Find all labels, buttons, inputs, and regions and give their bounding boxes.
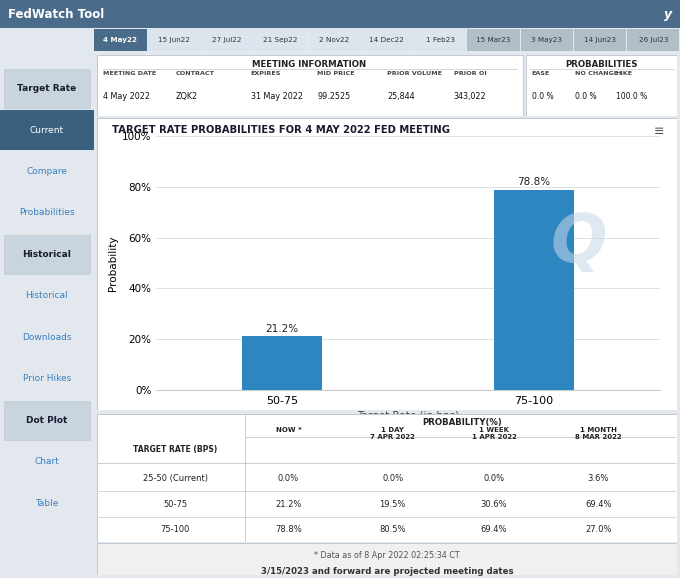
Bar: [201, 29, 253, 51]
Text: Table: Table: [35, 499, 58, 507]
Bar: [4, 401, 90, 440]
Bar: [246, 518, 336, 542]
Text: 78.8%: 78.8%: [275, 525, 302, 535]
Bar: [574, 29, 626, 51]
Bar: [246, 466, 336, 490]
Text: Q: Q: [551, 210, 607, 276]
Text: Current: Current: [30, 125, 64, 135]
Text: 0.0%: 0.0%: [278, 473, 299, 483]
Text: ≡: ≡: [653, 125, 664, 138]
Text: NO CHANGE: NO CHANGE: [575, 71, 618, 76]
Text: 1 MONTH
8 MAR 2022: 1 MONTH 8 MAR 2022: [575, 427, 622, 440]
Bar: [494, 190, 574, 390]
Bar: [254, 29, 307, 51]
Text: 100.0 %: 100.0 %: [616, 91, 647, 101]
Text: 21.2%: 21.2%: [266, 324, 299, 334]
Text: 4 May22: 4 May22: [103, 37, 137, 43]
Text: 2 Nov22: 2 Nov22: [318, 37, 349, 43]
Text: 27 Jul22: 27 Jul22: [212, 37, 242, 43]
Bar: [4, 69, 90, 108]
Bar: [0, 110, 94, 150]
Bar: [521, 29, 573, 51]
Text: 15 Mar23: 15 Mar23: [476, 37, 511, 43]
Text: Historical: Historical: [26, 291, 68, 301]
Text: Historical: Historical: [22, 250, 71, 259]
Text: EASE: EASE: [532, 71, 550, 76]
Y-axis label: Probability: Probability: [108, 235, 118, 291]
Text: 75-100: 75-100: [160, 525, 190, 535]
Bar: [361, 29, 413, 51]
Text: 31 May 2022: 31 May 2022: [251, 91, 303, 101]
Text: MID PRICE: MID PRICE: [318, 71, 355, 76]
Text: 21.2%: 21.2%: [275, 500, 302, 509]
Text: 19.5%: 19.5%: [379, 500, 406, 509]
Text: NOW *: NOW *: [275, 427, 301, 433]
Text: 25-50 (Current): 25-50 (Current): [143, 473, 208, 483]
Text: 14 Jun23: 14 Jun23: [584, 37, 616, 43]
Text: 343,022: 343,022: [454, 91, 486, 101]
X-axis label: Target Rate (in bps): Target Rate (in bps): [357, 412, 459, 421]
Text: 3/15/2023 and forward are projected meeting dates: 3/15/2023 and forward are projected meet…: [260, 567, 513, 576]
Bar: [467, 29, 520, 51]
Text: 0.0 %: 0.0 %: [575, 91, 597, 101]
Text: ZQK2: ZQK2: [175, 91, 198, 101]
Bar: [97, 55, 523, 116]
Text: 1 WEEK
1 APR 2022: 1 WEEK 1 APR 2022: [472, 427, 517, 440]
Text: PROBABILITY(%): PROBABILITY(%): [422, 418, 502, 427]
Text: 30.6%: 30.6%: [481, 500, 507, 509]
Text: 78.8%: 78.8%: [517, 177, 550, 187]
Text: TARGET RATE PROBABILITIES FOR 4 MAY 2022 FED MEETING: TARGET RATE PROBABILITIES FOR 4 MAY 2022…: [112, 125, 449, 135]
Text: Dot Plot: Dot Plot: [27, 416, 67, 425]
Text: 0.0%: 0.0%: [382, 473, 403, 483]
Text: 1 Feb23: 1 Feb23: [426, 37, 455, 43]
Text: 3 May23: 3 May23: [531, 37, 562, 43]
Text: 0.0 %: 0.0 %: [532, 91, 554, 101]
Text: 50-75: 50-75: [163, 500, 188, 509]
Text: Downloads: Downloads: [22, 333, 71, 342]
Text: Current target rate is 25–50: Current target rate is 25–50: [320, 143, 454, 152]
Bar: [95, 29, 147, 51]
Text: * Data as of 8 Apr 2022 02:25:34 CT: * Data as of 8 Apr 2022 02:25:34 CT: [314, 551, 460, 560]
Text: 99.2525: 99.2525: [318, 91, 351, 101]
Text: 25,844: 25,844: [387, 91, 415, 101]
Text: Chart: Chart: [35, 457, 59, 466]
Text: 1 DAY
7 APR 2022: 1 DAY 7 APR 2022: [371, 427, 415, 440]
Bar: [627, 29, 679, 51]
Text: 14 Dec22: 14 Dec22: [369, 37, 405, 43]
Bar: [526, 55, 677, 116]
Text: Target Rate: Target Rate: [17, 84, 77, 93]
Bar: [246, 492, 336, 517]
Bar: [242, 336, 322, 390]
Text: PRIOR VOLUME: PRIOR VOLUME: [387, 71, 442, 76]
Text: 80.5%: 80.5%: [379, 525, 406, 535]
Text: TARGET RATE (BPS): TARGET RATE (BPS): [133, 445, 218, 454]
Bar: [148, 29, 200, 51]
Text: y: y: [664, 8, 672, 21]
Text: Prior Hikes: Prior Hikes: [23, 375, 71, 383]
Text: FedWatch Tool: FedWatch Tool: [8, 8, 105, 21]
Text: 0.0%: 0.0%: [483, 473, 505, 483]
Bar: [307, 29, 360, 51]
Text: 69.4%: 69.4%: [481, 525, 507, 535]
Text: Probabilities: Probabilities: [19, 209, 75, 217]
Text: EXPIRES: EXPIRES: [251, 71, 281, 76]
Text: MEETING DATE: MEETING DATE: [103, 71, 156, 76]
Text: 3.6%: 3.6%: [588, 473, 609, 483]
Text: 15 Jun22: 15 Jun22: [158, 37, 190, 43]
Text: 27.0%: 27.0%: [585, 525, 611, 535]
Text: CONTRACT: CONTRACT: [175, 71, 214, 76]
Text: 4 May 2022: 4 May 2022: [103, 91, 150, 101]
Text: 21 Sep22: 21 Sep22: [263, 37, 298, 43]
Text: 26 Jul23: 26 Jul23: [639, 37, 668, 43]
Text: PROBABILITIES: PROBABILITIES: [565, 60, 638, 69]
Text: PRIOR OI: PRIOR OI: [454, 71, 486, 76]
Text: Compare: Compare: [27, 167, 67, 176]
Text: 69.4%: 69.4%: [585, 500, 611, 509]
Bar: [414, 29, 466, 51]
Bar: [4, 235, 90, 274]
Text: HIKE: HIKE: [616, 71, 633, 76]
Text: MEETING INFORMATION: MEETING INFORMATION: [252, 60, 366, 69]
